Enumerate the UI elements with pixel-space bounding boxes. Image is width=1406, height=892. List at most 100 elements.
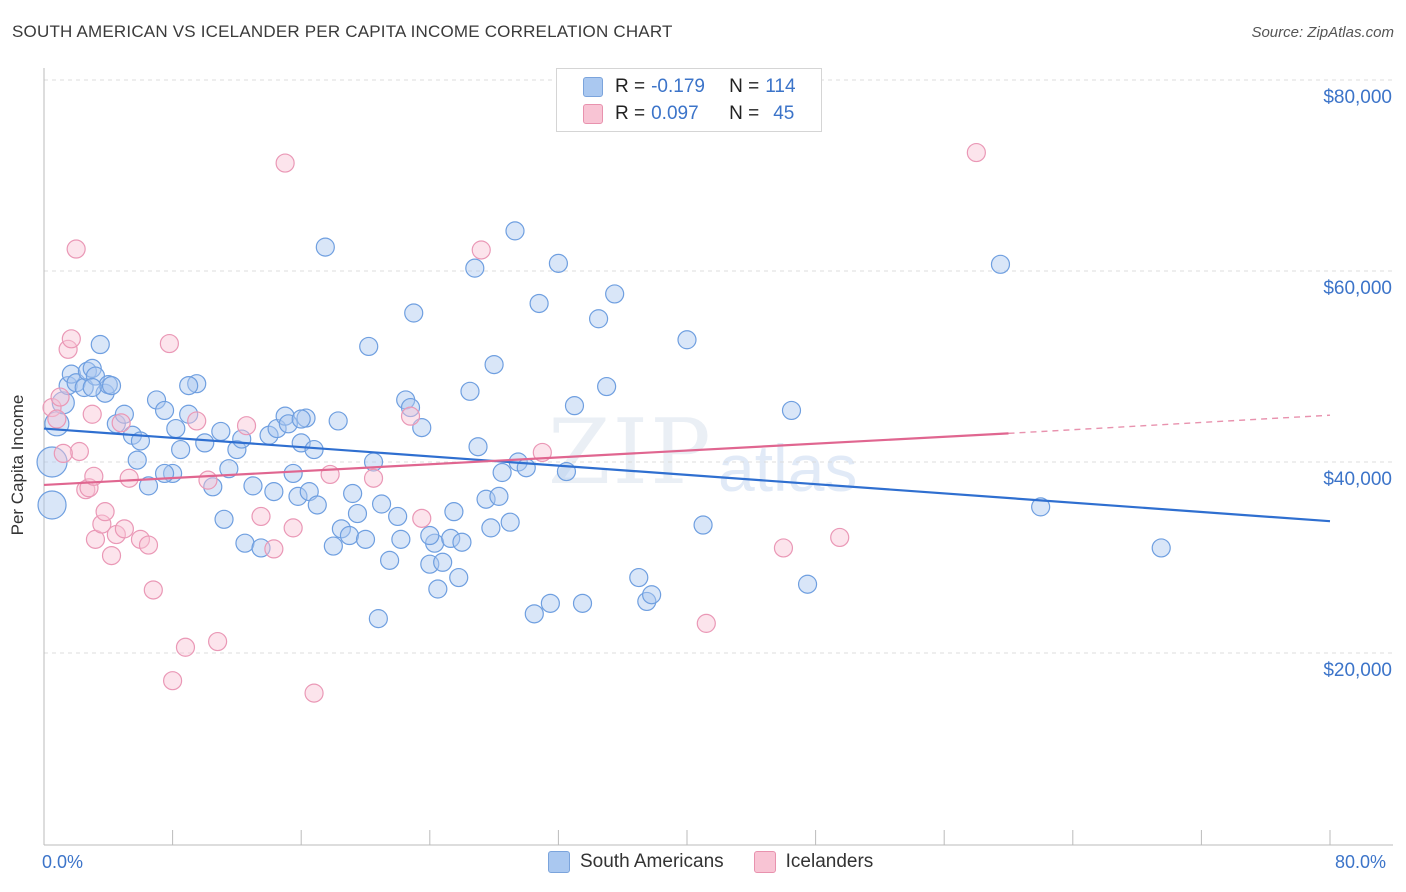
- south-american-point: [315, 237, 335, 257]
- south-american-point: [179, 404, 199, 424]
- series-swatch-pink: [753, 851, 776, 873]
- south-american-point: [529, 293, 549, 314]
- chart-title: SOUTH AMERICAN VS ICELANDER PER CAPITA I…: [12, 22, 673, 41]
- south-american-point: [516, 458, 536, 478]
- icelander-point: [400, 406, 421, 426]
- y-tick-label-20000: $20,000: [1323, 660, 1392, 681]
- south-american-point: [781, 400, 802, 421]
- south-american-point: [572, 593, 593, 613]
- icelander-point: [471, 240, 491, 260]
- icelander-point: [251, 506, 271, 527]
- south-american-point: [264, 482, 284, 502]
- south-american-point: [465, 258, 485, 278]
- south-american-point: [605, 284, 625, 304]
- south-american-point: [339, 525, 360, 546]
- south-american-point: [195, 433, 215, 453]
- south-american-point: [500, 512, 520, 532]
- south-american-point: [452, 532, 472, 552]
- icelander-point: [69, 441, 89, 462]
- south-american-point: [368, 609, 388, 629]
- south-american-point: [412, 418, 432, 438]
- south-american-point: [243, 476, 263, 496]
- south-american-point: [433, 552, 453, 572]
- x-tick-label-min: 0.0%: [42, 852, 84, 872]
- south-american-point: [214, 509, 234, 529]
- series-legend-item-icelanders[interactable]: Icelanders: [753, 851, 873, 873]
- icelander-point: [58, 339, 78, 359]
- south-american-point: [484, 354, 504, 375]
- legend-n-label: N =: [729, 76, 760, 97]
- icelander-point: [84, 466, 104, 486]
- south-american-point: [328, 411, 348, 431]
- south-american-point: [564, 396, 585, 416]
- south-american-point: [187, 374, 207, 394]
- icelander-point: [53, 443, 73, 464]
- y-tick-label-60000: $60,000: [1323, 278, 1392, 299]
- series-legend-item-south-americans[interactable]: South Americans: [548, 851, 724, 873]
- south-american-point: [343, 483, 363, 504]
- south-american-point: [441, 528, 461, 549]
- icelander-point: [236, 416, 257, 436]
- series-legend-label: South Americans: [580, 851, 724, 872]
- south-american-point: [101, 376, 122, 396]
- south-american-point: [37, 490, 67, 520]
- south-american-point: [388, 506, 408, 527]
- icelander-point: [320, 464, 340, 485]
- south-american-point: [371, 494, 392, 514]
- south-american-point: [166, 418, 186, 439]
- south-american-point: [420, 525, 440, 546]
- icelander-point: [264, 539, 284, 559]
- icelander-point: [66, 239, 86, 259]
- icelander-point: [163, 671, 183, 691]
- y-tick-label-40000: $40,000: [1323, 469, 1392, 490]
- icelander-point: [830, 527, 850, 548]
- source-label: Source: ZipAtlas.com: [1251, 24, 1394, 41]
- south-american-point: [154, 400, 175, 421]
- icelander-trendline: [43, 432, 1009, 487]
- icelander-point: [111, 413, 131, 433]
- icelander-point: [47, 409, 67, 429]
- south-american-point: [492, 462, 512, 483]
- icelander-point: [283, 518, 303, 538]
- south-american-point: [1031, 497, 1051, 517]
- legend-r-label: R =: [615, 76, 646, 97]
- y-tick-label-80000: $80,000: [1323, 87, 1392, 108]
- south-american-trendline: [43, 427, 1331, 523]
- south-american-point: [391, 529, 411, 549]
- icelander-point: [304, 683, 324, 703]
- icelander-point: [114, 519, 134, 539]
- south-american-point: [355, 529, 376, 549]
- legend-r-label: R =: [615, 103, 646, 124]
- south-american-point: [404, 303, 424, 323]
- icelander-point: [101, 545, 122, 566]
- icelander-point: [95, 502, 115, 522]
- south-american-point: [677, 330, 697, 350]
- south-american-point: [171, 439, 191, 460]
- legend-swatch-pink: [583, 104, 603, 124]
- legend-row-icelanders: R = 0.097 N = 45: [583, 101, 800, 127]
- legend-swatch-blue: [583, 77, 603, 97]
- south-american-point: [347, 503, 368, 524]
- south-american-point: [489, 486, 509, 506]
- south-american-point: [219, 459, 239, 479]
- south-american-point: [331, 519, 351, 539]
- icelander-point: [275, 153, 295, 173]
- south-american-point: [797, 574, 818, 594]
- south-american-point: [524, 604, 544, 624]
- south-american-point: [468, 437, 488, 457]
- south-american-point: [283, 463, 303, 484]
- legend-r-value: -0.179: [651, 76, 705, 97]
- south-american-point: [597, 376, 617, 397]
- south-american-point: [307, 495, 327, 515]
- south-american-point: [235, 533, 255, 553]
- icelander-point: [143, 580, 163, 600]
- south-american-point: [211, 421, 231, 442]
- south-american-point: [481, 518, 501, 538]
- legend-n-value: 45: [773, 103, 795, 124]
- icelander-point: [696, 613, 716, 633]
- south-american-point: [138, 476, 159, 496]
- icelander-trendline-extrapolated: [1008, 414, 1331, 435]
- south-american-point: [359, 336, 379, 357]
- legend-n-value: 114: [765, 76, 796, 97]
